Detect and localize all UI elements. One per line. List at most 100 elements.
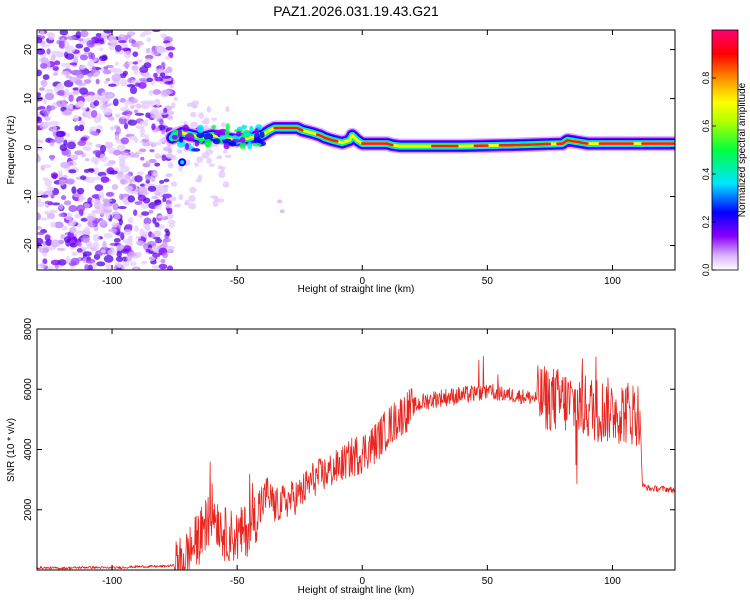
ridge-blob bbox=[241, 124, 247, 130]
noise-blob bbox=[71, 186, 77, 194]
noise-blob bbox=[115, 113, 121, 118]
noise-blob bbox=[107, 249, 116, 256]
noise-blob bbox=[201, 152, 210, 159]
noise-blob bbox=[65, 178, 75, 185]
noise-blob bbox=[99, 47, 104, 52]
noise-blob bbox=[93, 43, 102, 47]
noise-blob bbox=[111, 184, 119, 191]
noise-blob bbox=[66, 141, 76, 150]
noise-blob bbox=[154, 205, 162, 210]
noise-blob bbox=[136, 43, 141, 49]
noise-blob bbox=[74, 150, 84, 156]
noise-blob bbox=[66, 36, 77, 41]
noise-blob bbox=[164, 203, 173, 209]
noise-blob bbox=[60, 161, 71, 169]
noise-blob bbox=[112, 202, 119, 211]
noise-blob bbox=[46, 48, 51, 55]
noise-blob bbox=[150, 50, 159, 56]
noise-blob bbox=[119, 50, 124, 55]
noise-blob bbox=[102, 198, 109, 203]
noise-blob bbox=[148, 209, 154, 214]
noise-blob bbox=[163, 107, 168, 113]
noise-blob bbox=[114, 44, 122, 52]
noise-blob bbox=[79, 54, 89, 61]
noise-blob bbox=[98, 191, 105, 200]
noise-blob bbox=[92, 233, 100, 242]
noise-blob bbox=[44, 200, 54, 205]
noise-blob bbox=[97, 113, 102, 121]
x-tick-label: 50 bbox=[482, 276, 494, 287]
y-tick-label: 10 bbox=[23, 93, 34, 105]
noise-blob bbox=[41, 164, 52, 169]
x-tick-label: 50 bbox=[482, 576, 494, 587]
noise-blob bbox=[59, 144, 68, 152]
ridge-blob bbox=[243, 132, 252, 136]
noise-blob bbox=[168, 196, 177, 202]
y-tick-label: 4000 bbox=[23, 438, 34, 461]
noise-blob bbox=[100, 98, 105, 106]
ridge-blob bbox=[212, 138, 221, 145]
ridge-blob bbox=[247, 141, 253, 150]
noise-blob bbox=[156, 186, 164, 192]
noise-blob bbox=[160, 258, 166, 264]
noise-blob bbox=[136, 240, 144, 246]
noise-blob bbox=[173, 96, 178, 102]
noise-blob bbox=[115, 126, 121, 135]
noise-blob bbox=[198, 112, 205, 119]
noise-blob bbox=[169, 84, 175, 89]
noise-blob bbox=[45, 238, 53, 247]
noise-blob bbox=[164, 56, 171, 60]
noise-blob bbox=[53, 85, 60, 93]
ridge-blob bbox=[191, 148, 201, 152]
noise-blob bbox=[126, 255, 133, 262]
noise-blob bbox=[146, 37, 152, 43]
noise-blob bbox=[165, 173, 173, 177]
noise-blob bbox=[71, 251, 79, 256]
noise-blob bbox=[157, 215, 166, 219]
noise-blob bbox=[165, 246, 174, 253]
noise-blob bbox=[37, 37, 43, 44]
noise-blob bbox=[138, 213, 143, 218]
noise-blob bbox=[43, 121, 53, 127]
noise-blob bbox=[109, 170, 118, 175]
noise-blob bbox=[75, 43, 84, 49]
noise-blob bbox=[61, 225, 68, 231]
noise-blob bbox=[98, 55, 108, 62]
noise-blob bbox=[206, 157, 212, 164]
noise-blob bbox=[113, 98, 119, 107]
noise-blob bbox=[155, 238, 163, 244]
noise-blob bbox=[58, 203, 64, 210]
noise-blob bbox=[171, 102, 176, 109]
noise-blob bbox=[49, 154, 55, 161]
snr-y-ticks: 2000 4000 6000 8000 bbox=[23, 317, 675, 521]
noise-blob bbox=[58, 213, 65, 218]
noise-blob bbox=[86, 141, 93, 146]
ridge-blob bbox=[177, 129, 183, 139]
noise-blob bbox=[47, 32, 56, 41]
noise-blob bbox=[46, 185, 55, 192]
noise-blob bbox=[105, 192, 114, 197]
noise-blob bbox=[164, 228, 170, 233]
noise-blob bbox=[156, 65, 163, 69]
noise-blob bbox=[134, 175, 143, 183]
noise-blob bbox=[79, 87, 89, 95]
ridge-blob bbox=[184, 143, 190, 151]
ridge-blob bbox=[177, 140, 186, 148]
ridge-peak bbox=[273, 126, 304, 132]
noise-blob bbox=[40, 57, 49, 64]
x-tick-label: 100 bbox=[604, 576, 621, 587]
noise-blob bbox=[37, 143, 41, 147]
noise-blob bbox=[51, 202, 61, 206]
noise-blob bbox=[120, 137, 130, 145]
noise-blob bbox=[163, 89, 174, 95]
noise-blob bbox=[103, 254, 114, 263]
noise-blob bbox=[104, 162, 114, 167]
noise-blob bbox=[44, 210, 50, 216]
noise-blob bbox=[77, 100, 85, 107]
noise-blob bbox=[82, 251, 92, 257]
noise-blob bbox=[144, 173, 151, 181]
noise-blob bbox=[42, 74, 50, 80]
noise-blob bbox=[211, 117, 218, 121]
ridge-blob bbox=[225, 123, 230, 131]
